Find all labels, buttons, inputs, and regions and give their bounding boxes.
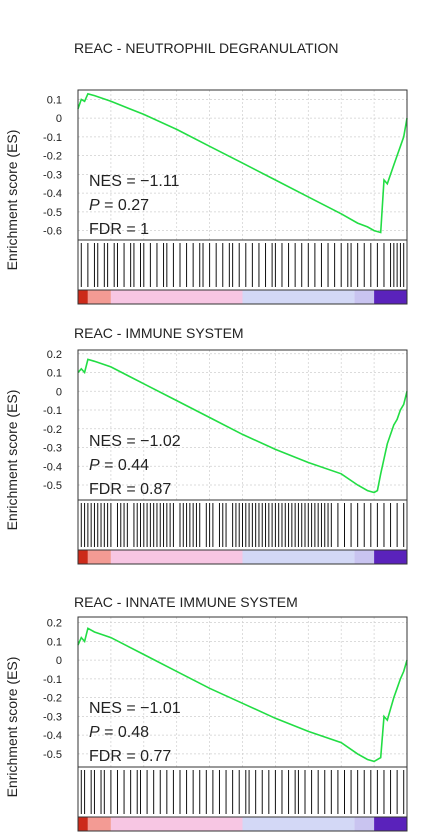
fdr-value: FDR = 1	[89, 221, 149, 238]
gsea-panel: REAC - IMMUNE SYSTEM 0.2 0.1 0 -0.1 -0.2 -0.3 -…	[4, 325, 408, 565]
rank-bar-segment	[78, 290, 88, 304]
rank-bar-frame	[77, 816, 408, 832]
rank-bar-segment	[374, 550, 407, 564]
y-tick-label: -0.3	[43, 169, 62, 181]
nes-value: NES = −1.01	[89, 700, 181, 717]
rank-bar-segment	[87, 550, 111, 564]
plot-frame	[77, 89, 408, 241]
y-tick-label: -0.5	[43, 207, 62, 219]
gsea-panel: REAC - NEUTROPHIL DEGRANULATION 0.1 0 -0.1 -…	[4, 40, 408, 305]
rank-bar-segment	[78, 550, 88, 564]
enrichment-curve	[77, 627, 408, 763]
rank-bar-segment	[374, 290, 407, 304]
plot-frame	[77, 616, 408, 768]
y-tick-label: -0.5	[43, 749, 62, 761]
y-tick-label: -0.1	[43, 674, 62, 686]
y-tick-label: 0	[56, 386, 62, 398]
y-tick-label: -0.2	[43, 424, 62, 436]
enrichment-curve	[77, 92, 408, 234]
y-tick-label: -0.3	[43, 443, 62, 455]
rank-bar-segment	[354, 817, 375, 831]
p-value: P = 0.48	[89, 724, 149, 741]
y-tick-label: 0	[56, 113, 62, 125]
y-tick-label: -0.5	[43, 480, 62, 492]
y-axis-label: Enrichment score (ES)	[4, 390, 20, 531]
rank-bar-segment	[242, 550, 355, 564]
rank-bar-frame	[77, 549, 408, 565]
gsea-panel: REAC - INNATE IMMUNE SYSTEM 0.2 0.1 0 -0.1 -0…	[4, 594, 408, 832]
p-value: P = 0.27	[89, 197, 149, 214]
y-tick-label: -0.1	[43, 405, 62, 417]
rank-bar-segment	[242, 817, 355, 831]
rank-bar-segment	[87, 817, 111, 831]
y-tick-label: -0.4	[43, 461, 62, 473]
rank-bar-segment	[110, 550, 243, 564]
nes-value: NES = −1.02	[89, 433, 181, 450]
y-tick-label: -0.6	[43, 226, 62, 238]
y-tick-label: -0.1	[43, 132, 62, 144]
y-tick-label: -0.2	[43, 151, 62, 163]
y-tick-label: -0.3	[43, 711, 62, 723]
nes-value: NES = −1.11	[89, 173, 180, 190]
enrichment-curve	[77, 358, 408, 494]
chart-title: REAC - IMMUNE SYSTEM	[74, 325, 244, 341]
y-tick-label: 0.2	[47, 349, 62, 361]
p-value: P = 0.44	[89, 457, 149, 474]
chart-title: REAC - NEUTROPHIL DEGRANULATION	[74, 40, 338, 56]
fdr-value: FDR = 0.87	[89, 481, 171, 498]
y-axis-label: Enrichment score (ES)	[4, 130, 20, 271]
rank-bar-segment	[87, 290, 111, 304]
y-tick-label: -0.4	[43, 730, 62, 742]
chart-title: REAC - INNATE IMMUNE SYSTEM	[74, 594, 298, 610]
y-tick-label: 0.1	[47, 368, 62, 380]
y-tick-label: 0.1	[47, 94, 62, 106]
rank-bar-segment	[242, 290, 355, 304]
rank-bar-segment	[374, 817, 407, 831]
y-axis-label: Enrichment score (ES)	[4, 657, 20, 798]
y-tick-label: -0.4	[43, 188, 62, 200]
rank-bar-segment	[110, 817, 243, 831]
y-tick-label: 0	[56, 655, 62, 667]
y-tick-label: 0.2	[47, 618, 62, 630]
fdr-value: FDR = 0.77	[89, 748, 171, 765]
y-tick-label: -0.2	[43, 693, 62, 705]
rank-bar-segment	[78, 817, 88, 831]
rank-bar-segment	[354, 290, 375, 304]
rank-bar-segment	[354, 550, 375, 564]
y-tick-label: 0.1	[47, 636, 62, 648]
rank-bar-segment	[110, 290, 243, 304]
rank-bar-frame	[77, 289, 408, 305]
